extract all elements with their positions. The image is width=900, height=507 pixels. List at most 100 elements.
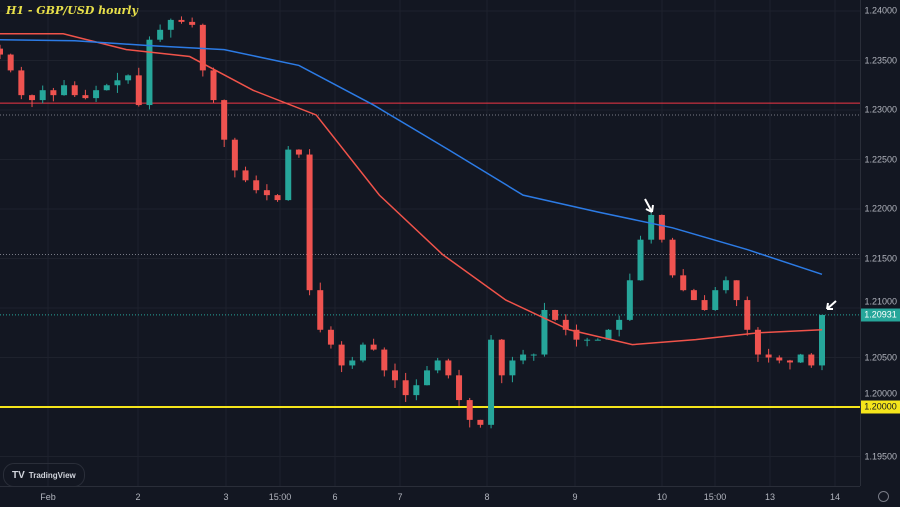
candle-body (370, 344, 377, 350)
candle-body (637, 239, 644, 281)
candle-body (146, 39, 153, 106)
candle-body (413, 385, 420, 396)
candle-body (626, 280, 633, 320)
price-tick-label: 1.19500 (864, 451, 897, 461)
time-tick-label: 3 (223, 492, 229, 502)
candle-body (253, 180, 260, 191)
candle-body (562, 319, 569, 330)
candle-body (616, 319, 623, 330)
price-tick-label: 1.23500 (864, 55, 897, 65)
candle-body (466, 400, 473, 420)
candle-body (744, 300, 751, 330)
candle-body (263, 190, 270, 196)
candle-body (285, 149, 292, 201)
price-tick-label: 1.20000 (864, 388, 897, 399)
candle-body (605, 329, 612, 340)
candle-body (349, 360, 356, 366)
candle-body (231, 139, 238, 171)
candle-body (29, 95, 36, 101)
candle-body (445, 360, 452, 376)
candle-body (754, 329, 761, 355)
candle-body (7, 54, 14, 71)
candle-body (658, 214, 665, 240)
candle-body (669, 239, 676, 276)
candle-body (221, 100, 228, 140)
candle-body (733, 280, 740, 301)
time-tick-label: 10 (656, 492, 668, 502)
price-tick-label: 1.22500 (864, 154, 897, 164)
candle-body (552, 309, 559, 320)
candle-body (680, 275, 687, 291)
settings-icon[interactable] (878, 491, 889, 502)
candle-body (520, 354, 527, 361)
candle-body (391, 370, 398, 381)
candle-body (71, 85, 78, 96)
price-tick-label: 1.21500 (864, 253, 897, 263)
candle-body (456, 375, 463, 401)
time-tick-label: Feb (40, 492, 56, 502)
candle-body (424, 370, 431, 386)
candle-body (189, 21, 196, 25)
time-tick-label: 6 (332, 492, 338, 502)
candle-body (786, 360, 793, 363)
tradingview-logo[interactable]: TV TradingView (3, 463, 85, 487)
candle-body (594, 339, 601, 341)
candle-body (765, 354, 772, 358)
time-tick-label: 9 (572, 492, 578, 502)
candle-body (338, 344, 345, 366)
price-tick-label: 1.22000 (864, 203, 897, 214)
time-tick-label: 7 (397, 492, 403, 502)
candle-body (93, 90, 100, 99)
candle-body (274, 195, 281, 201)
candle-body (797, 354, 804, 363)
candle-body (381, 349, 388, 371)
price-axis[interactable]: 1.24000 1.23500 1.23000 1.22500 1.22000 1.215… (860, 0, 900, 486)
candle-body (541, 309, 548, 355)
candle-body (359, 344, 366, 361)
last-price-badge: 1.20931 (861, 308, 900, 322)
candle-body (18, 70, 25, 96)
time-axis[interactable]: Feb 2 3 15:00 6 7 8 9 10 15:00 13 14 (0, 486, 860, 507)
price-tick-label: 1.21000 (864, 296, 897, 307)
price-chart[interactable] (0, 0, 860, 486)
candle-body (584, 339, 591, 341)
candle-body (402, 380, 409, 396)
candle-body (530, 354, 537, 356)
tradingview-brand-text: TradingView (28, 470, 76, 480)
candle-body (82, 95, 89, 99)
price-tick-label: 1.23000 (864, 104, 897, 115)
moving-average-slow-line (0, 38, 823, 276)
time-tick-label: 14 (829, 492, 841, 502)
candle-body (808, 354, 815, 366)
candle-body (712, 290, 719, 310)
arrow-annotation-icon (644, 198, 654, 213)
candle-body (722, 280, 729, 291)
candle-body (477, 419, 484, 425)
candle-body (306, 154, 313, 291)
candle-body (157, 29, 164, 40)
candle-body (125, 75, 132, 81)
candle-body (776, 357, 783, 361)
candle-body (103, 85, 110, 91)
candle-body (648, 214, 655, 240)
candle-body (210, 70, 217, 101)
arrow-annotation-icon (826, 300, 837, 310)
moving-average-fast-line (0, 33, 823, 346)
support-price-badge: 1.20000 (861, 400, 900, 414)
candle-body (178, 19, 185, 22)
time-tick-label: 13 (764, 492, 776, 502)
time-tick-label: 15:00 (268, 492, 292, 502)
candle-body (498, 339, 505, 376)
candle-body (434, 360, 441, 371)
candle-body (39, 90, 46, 101)
candle-body (573, 329, 580, 340)
candle-body (50, 90, 57, 96)
chart-title: H1 - GBP/USD hourly (6, 4, 138, 17)
candle-body (509, 360, 516, 376)
candle-body (199, 24, 206, 71)
candle-body (819, 314, 825, 366)
candle-body (488, 339, 495, 425)
time-tick-label: 2 (135, 492, 141, 502)
candle-body (690, 290, 697, 301)
time-tick-label: 8 (484, 492, 490, 502)
